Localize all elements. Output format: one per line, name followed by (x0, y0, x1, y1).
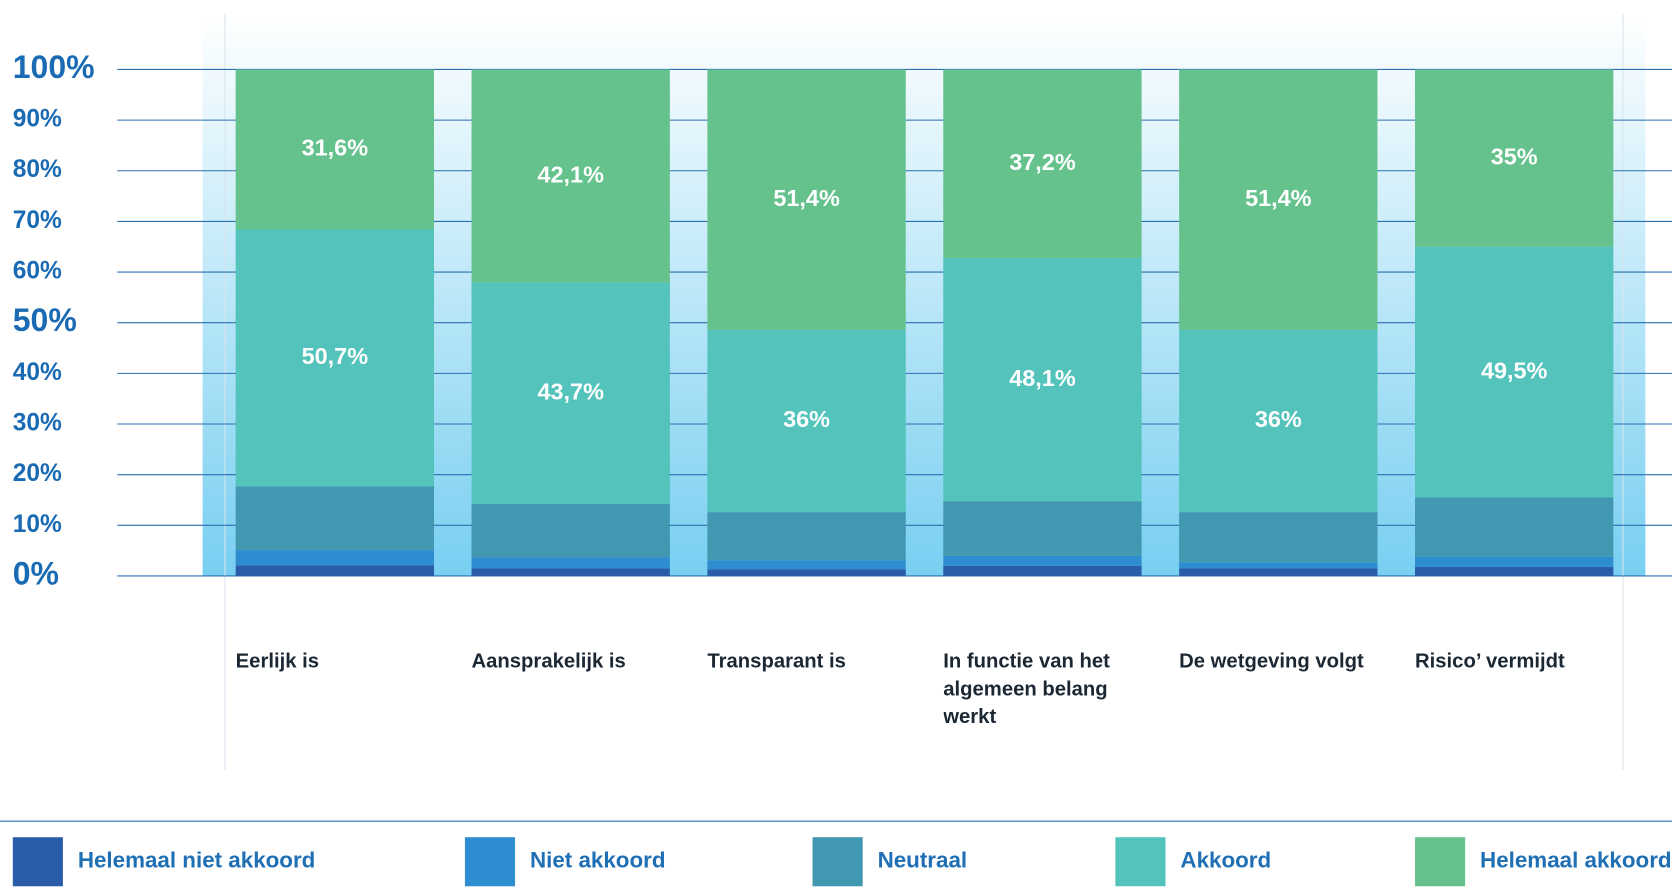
bar-segment (471, 504, 670, 558)
bar-segment (707, 512, 906, 561)
plot-background (202, 12, 1646, 576)
bar-segment (471, 557, 670, 569)
bar-segment (235, 565, 434, 576)
bar-segment (943, 69, 1142, 258)
bar-segment (235, 229, 434, 487)
data-label: 42,1% (537, 161, 604, 187)
x-tick-label-box: Aansprakelijk is (471, 650, 626, 673)
legend-swatch (464, 837, 516, 887)
x-tick-label: Eerlijk is (235, 650, 320, 673)
y-tick-label: 10% (13, 511, 62, 538)
x-tick-label: De wetgeving volgt (1179, 650, 1364, 673)
y-tick-label: 20% (13, 460, 62, 487)
data-label: 36% (783, 406, 830, 432)
bar-segment (943, 257, 1142, 502)
legend-label: Neutraal (878, 848, 968, 873)
bar-segment (1179, 568, 1378, 576)
bar-segment (235, 486, 434, 551)
data-label: 50,7% (302, 343, 369, 369)
legend-label: Helemaal niet akkoord (78, 848, 316, 873)
bar-segment (235, 550, 434, 566)
bar-segment (1179, 512, 1378, 563)
bar-segment (1415, 556, 1614, 567)
y-tick-label: 30% (13, 409, 62, 436)
legend-swatch (812, 837, 863, 887)
y-tick-label: 0% (13, 555, 59, 591)
bar-segment (1415, 497, 1614, 557)
data-label: 43,7% (537, 379, 604, 405)
data-label: 36% (1255, 406, 1302, 432)
x-tick-label-box: Risico’ vermijdt (1415, 650, 1565, 673)
legend-swatch (1415, 837, 1466, 887)
x-tick-label-box: Transparant is (707, 650, 846, 673)
bar-segment (471, 282, 670, 505)
legend-swatch (12, 837, 63, 887)
legend-label: Akkoord (1180, 848, 1271, 873)
bar-segment (707, 560, 906, 570)
bar-segment (707, 329, 906, 513)
bar-segment (1415, 69, 1614, 247)
x-tick-label-box: In functie van het algemeen belang werkt (943, 650, 1110, 729)
bar-segment (943, 501, 1142, 556)
legend-label: Niet akkoord (530, 848, 666, 873)
y-tick-label: 80% (13, 156, 62, 183)
data-label: 48,1% (1009, 365, 1076, 391)
bar-segment (943, 565, 1142, 576)
data-label: 37,2% (1009, 149, 1076, 175)
bar-segment (1415, 566, 1614, 576)
bar-segment (235, 69, 434, 230)
x-tick-label-box: Eerlijk is (235, 650, 320, 673)
y-tick-label: 100% (13, 49, 95, 85)
bar-segment (707, 569, 906, 576)
bar-segment (471, 568, 670, 576)
data-label: 31,6% (302, 135, 369, 161)
legend-swatch (1115, 837, 1166, 887)
x-tick-label: Aansprakelijk is (471, 650, 626, 673)
x-tick-label: Transparant is (707, 650, 846, 673)
x-tick-label-box: De wetgeving volgt (1179, 650, 1364, 673)
data-label: 49,5% (1481, 357, 1548, 383)
y-tick-label: 40% (13, 359, 62, 386)
bar-segment (1415, 246, 1614, 498)
bar-segment (1179, 562, 1378, 569)
data-label: 51,4% (1245, 185, 1312, 211)
bar-segment (1179, 69, 1378, 330)
bar-segment (707, 69, 906, 330)
y-tick-label: 90% (13, 106, 62, 133)
bar-segment (471, 69, 670, 283)
bar-segment (1179, 329, 1378, 513)
x-tick-label: Risico’ vermijdt (1415, 650, 1565, 673)
bar-segment (943, 555, 1142, 566)
y-tick-label: 70% (13, 207, 62, 234)
legend-label: Helemaal akkoord (1480, 848, 1672, 873)
x-tick-label: In functie van het algemeen belang werkt (943, 650, 1110, 729)
y-tick-label: 60% (13, 258, 62, 285)
data-label: 35% (1491, 143, 1538, 169)
data-label: 51,4% (773, 185, 840, 211)
y-tick-label: 50% (13, 302, 77, 338)
